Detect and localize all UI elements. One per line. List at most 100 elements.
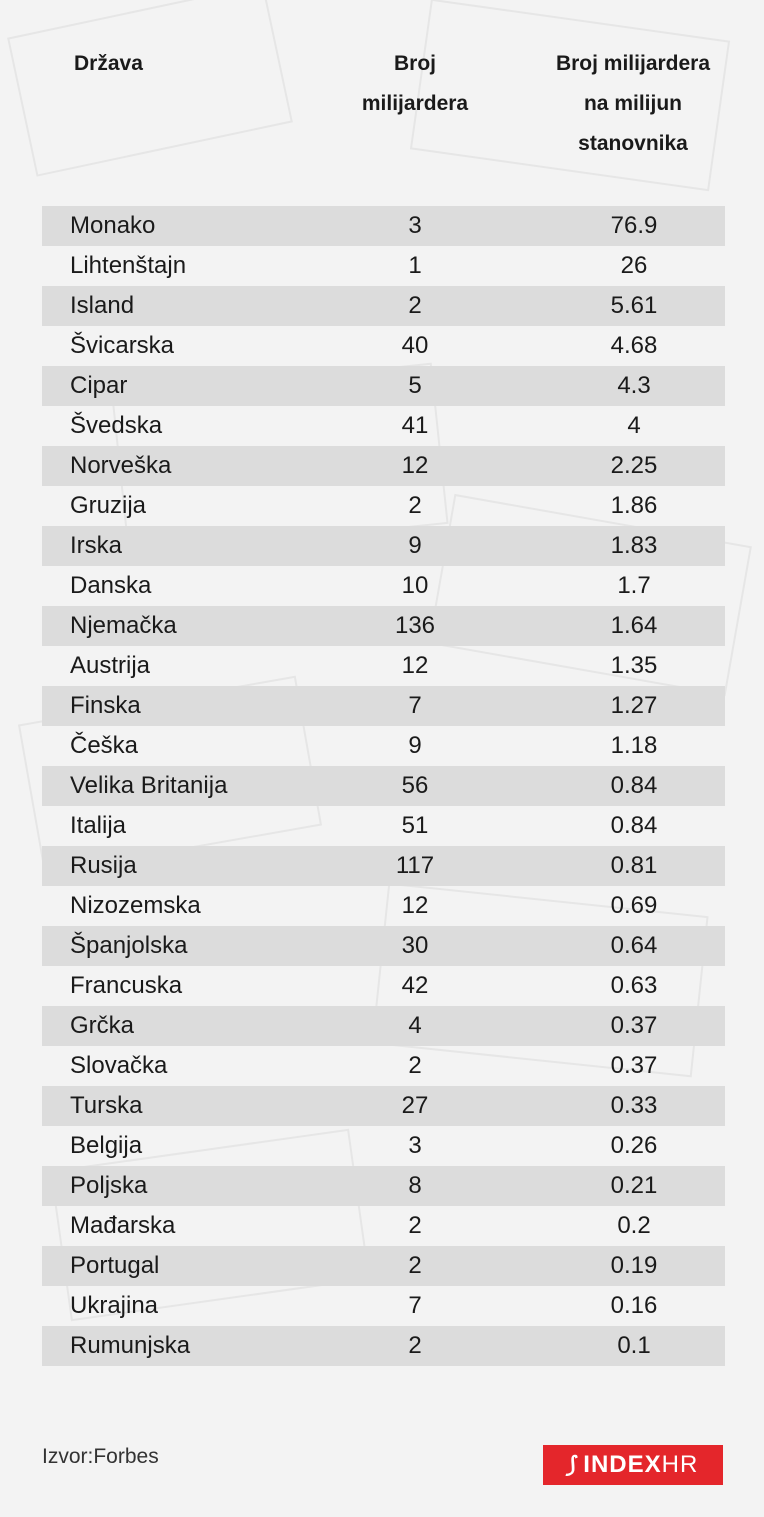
cell-billionaire-count: 2 bbox=[408, 1332, 422, 1359]
table-row: Slovačka 2 0.37 bbox=[42, 1046, 725, 1086]
cell-billionaires-per-million: 1.83 bbox=[610, 532, 658, 559]
cell-billionaires-per-million: 4.68 bbox=[610, 332, 658, 359]
table-row: Ukrajina 7 0.16 bbox=[42, 1286, 725, 1326]
cell-country: Danska bbox=[70, 572, 152, 599]
cell-country: Njemačka bbox=[70, 612, 177, 639]
cell-country: Poljska bbox=[70, 1172, 148, 1199]
cell-billionaires-per-million: 0.84 bbox=[610, 772, 658, 799]
cell-billionaires-per-million: 76.9 bbox=[610, 212, 658, 239]
cell-billionaires-per-million: 1.27 bbox=[610, 692, 658, 719]
cell-country: Monako bbox=[70, 212, 156, 239]
cell-billionaires-per-million: 1.7 bbox=[617, 572, 651, 599]
cell-billionaire-count: 2 bbox=[408, 1052, 422, 1079]
header-country: Država bbox=[74, 52, 143, 75]
table-header: Država Broj milijardera Broj milijardera… bbox=[0, 0, 764, 200]
table-row: Cipar 5 4.3 bbox=[42, 366, 725, 406]
cell-country: Mađarska bbox=[70, 1212, 176, 1239]
table-row: Finska 7 1.27 bbox=[42, 686, 725, 726]
cell-country: Nizozemska bbox=[70, 892, 201, 919]
cell-country: Češka bbox=[70, 732, 139, 759]
cell-country: Francuska bbox=[70, 972, 183, 999]
header-billionaire-count: Broj milijardera bbox=[361, 52, 469, 115]
logo-text-main: INDEX bbox=[583, 1451, 662, 1478]
cell-billionaire-count: 10 bbox=[401, 572, 429, 599]
cell-country: Cipar bbox=[70, 372, 128, 399]
cell-billionaires-per-million: 0.81 bbox=[610, 852, 658, 879]
cell-country: Turska bbox=[70, 1092, 143, 1119]
cell-billionaires-per-million: 1.64 bbox=[610, 612, 658, 639]
table-row: Rumunjska 2 0.1 bbox=[42, 1326, 725, 1366]
table-row: Portugal 2 0.19 bbox=[42, 1246, 725, 1286]
cell-billionaire-count: 12 bbox=[401, 892, 429, 919]
cell-billionaires-per-million: 0.33 bbox=[610, 1092, 658, 1119]
cell-billionaire-count: 5 bbox=[408, 372, 422, 399]
table-row: Njemačka 136 1.64 bbox=[42, 606, 725, 646]
table-row: Turska 27 0.33 bbox=[42, 1086, 725, 1126]
table-row: Francuska 42 0.63 bbox=[42, 966, 725, 1006]
cell-billionaire-count: 3 bbox=[408, 1132, 422, 1159]
cell-country: Belgija bbox=[70, 1132, 143, 1159]
cell-country: Island bbox=[70, 292, 135, 319]
table-row: Španjolska 30 0.64 bbox=[42, 926, 725, 966]
cell-billionaire-count: 51 bbox=[401, 812, 429, 839]
table-row: Nizozemska 12 0.69 bbox=[42, 886, 725, 926]
cell-billionaires-per-million: 0.2 bbox=[617, 1212, 651, 1239]
table-row: Irska 9 1.83 bbox=[42, 526, 725, 566]
cell-billionaire-count: 41 bbox=[401, 412, 429, 439]
cell-country: Rusija bbox=[70, 852, 137, 879]
table-row: Gruzija 2 1.86 bbox=[42, 486, 725, 526]
cell-billionaires-per-million: 5.61 bbox=[610, 292, 658, 319]
cell-billionaire-count: 4 bbox=[408, 1012, 422, 1039]
cell-country: Irska bbox=[70, 532, 123, 559]
cell-country: Švicarska bbox=[70, 332, 175, 359]
cell-country: Austrija bbox=[70, 652, 151, 679]
table-row: Poljska 8 0.21 bbox=[42, 1166, 725, 1206]
cell-billionaire-count: 7 bbox=[408, 1292, 422, 1319]
table-row: Island 2 5.61 bbox=[42, 286, 725, 326]
table-row: Češka 9 1.18 bbox=[42, 726, 725, 766]
index-hr-logo: ⟆ INDEXHR bbox=[543, 1445, 723, 1485]
logo-swoosh-icon: ⟆ bbox=[564, 1452, 581, 1477]
cell-billionaires-per-million: 0.16 bbox=[610, 1292, 658, 1319]
cell-billionaires-per-million: 0.37 bbox=[610, 1012, 658, 1039]
cell-billionaires-per-million: 0.21 bbox=[610, 1172, 658, 1199]
header-billionaires-per-million: Broj milijardera na milijun stanovnika bbox=[555, 52, 711, 155]
cell-billionaires-per-million: 0.63 bbox=[610, 972, 658, 999]
cell-billionaire-count: 12 bbox=[401, 652, 429, 679]
cell-country: Španjolska bbox=[70, 932, 188, 959]
table-row: Danska 10 1.7 bbox=[42, 566, 725, 606]
cell-country: Italija bbox=[70, 812, 127, 839]
cell-billionaire-count: 40 bbox=[401, 332, 429, 359]
source-label: Izvor:Forbes bbox=[42, 1445, 159, 1468]
cell-country: Portugal bbox=[70, 1252, 160, 1279]
cell-billionaire-count: 2 bbox=[408, 1212, 422, 1239]
cell-billionaires-per-million: 0.1 bbox=[617, 1332, 651, 1359]
cell-country: Gruzija bbox=[70, 492, 147, 519]
cell-billionaire-count: 3 bbox=[408, 212, 422, 239]
cell-billionaires-per-million: 1.86 bbox=[610, 492, 658, 519]
cell-billionaire-count: 117 bbox=[395, 852, 435, 879]
cell-billionaire-count: 2 bbox=[408, 292, 422, 319]
cell-country: Ukrajina bbox=[70, 1292, 159, 1319]
cell-country: Slovačka bbox=[70, 1052, 168, 1079]
table-row: Lihtenštajn 1 26 bbox=[42, 246, 725, 286]
cell-billionaires-per-million: 0.26 bbox=[610, 1132, 658, 1159]
table-row: Rusija 117 0.81 bbox=[42, 846, 725, 886]
cell-country: Norveška bbox=[70, 452, 172, 479]
cell-billionaire-count: 42 bbox=[401, 972, 429, 999]
cell-billionaires-per-million: 4.3 bbox=[617, 372, 651, 399]
cell-billionaires-per-million: 1.35 bbox=[610, 652, 658, 679]
table-row: Belgija 3 0.26 bbox=[42, 1126, 725, 1166]
cell-billionaire-count: 9 bbox=[408, 532, 422, 559]
cell-country: Grčka bbox=[70, 1012, 135, 1039]
cell-billionaire-count: 12 bbox=[401, 452, 429, 479]
cell-billionaires-per-million: 0.84 bbox=[610, 812, 658, 839]
cell-billionaires-per-million: 4 bbox=[627, 412, 641, 439]
cell-billionaires-per-million: 2.25 bbox=[610, 452, 658, 479]
logo-text-suffix: HR bbox=[661, 1451, 699, 1478]
cell-billionaires-per-million: 0.69 bbox=[610, 892, 658, 919]
cell-billionaires-per-million: 26 bbox=[620, 252, 648, 279]
table-row: Grčka 4 0.37 bbox=[42, 1006, 725, 1046]
table-row: Norveška 12 2.25 bbox=[42, 446, 725, 486]
cell-country: Rumunjska bbox=[70, 1332, 191, 1359]
